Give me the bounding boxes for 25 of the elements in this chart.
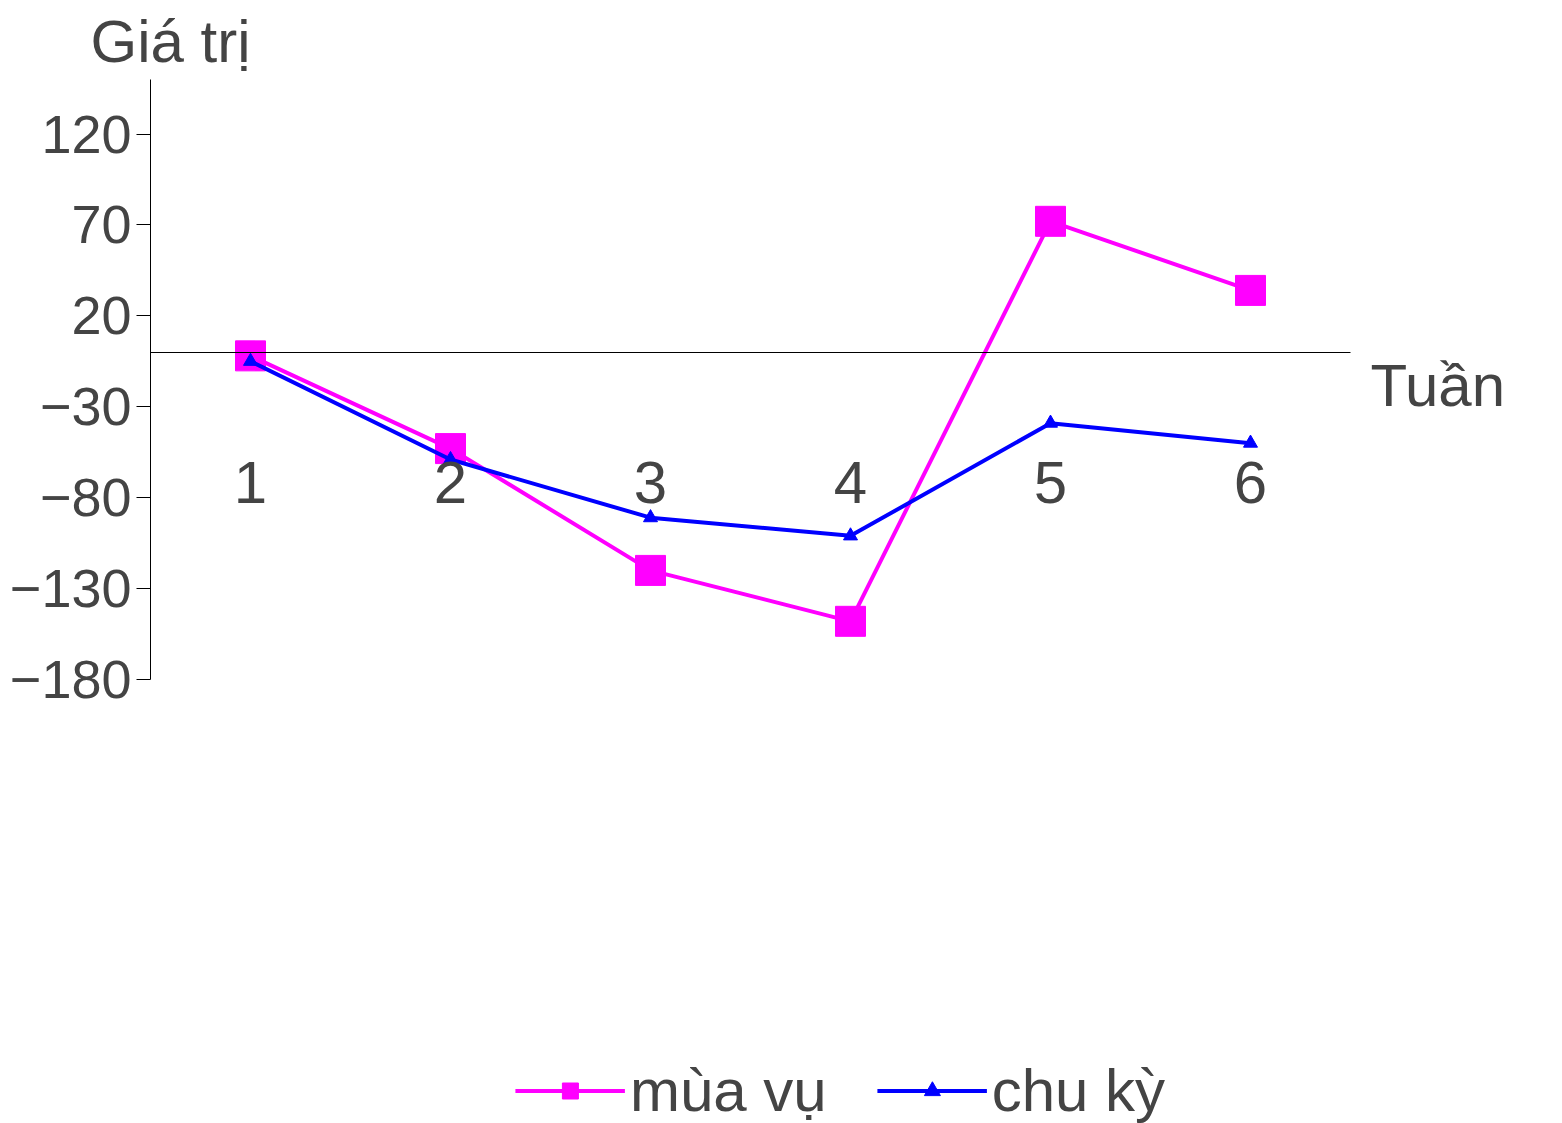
- legend-label: chu kỳ: [991, 1055, 1166, 1123]
- y-tick-label: −30: [39, 376, 132, 437]
- point: [1243, 434, 1258, 448]
- x-tick-label: 6: [1233, 449, 1268, 517]
- x-tick-label: 1: [233, 449, 268, 517]
- x-tick-label: 3: [633, 449, 668, 517]
- y-tick-label: 120: [41, 103, 132, 164]
- point: [843, 527, 858, 541]
- point: [643, 509, 658, 523]
- x-axis-title: Tuần: [1370, 352, 1506, 420]
- point: [1035, 205, 1066, 237]
- y-tick-label: −180: [9, 649, 132, 709]
- point: [1235, 274, 1266, 306]
- x-tick-label: 4: [833, 449, 868, 517]
- point: [1043, 414, 1058, 428]
- x-tick-label: 2: [433, 449, 468, 517]
- y-tick-label: −80: [39, 467, 132, 528]
- y-tick-label: 20: [71, 285, 132, 346]
- y-axis-title: Giá trị: [90, 7, 251, 75]
- x-tick-label: 5: [1033, 449, 1068, 517]
- y-tick-label: 70: [71, 194, 132, 255]
- y-tick-label: −130: [9, 558, 132, 619]
- point: [635, 554, 666, 586]
- legend-label: mùa vụ: [629, 1055, 827, 1123]
- point: [835, 605, 866, 637]
